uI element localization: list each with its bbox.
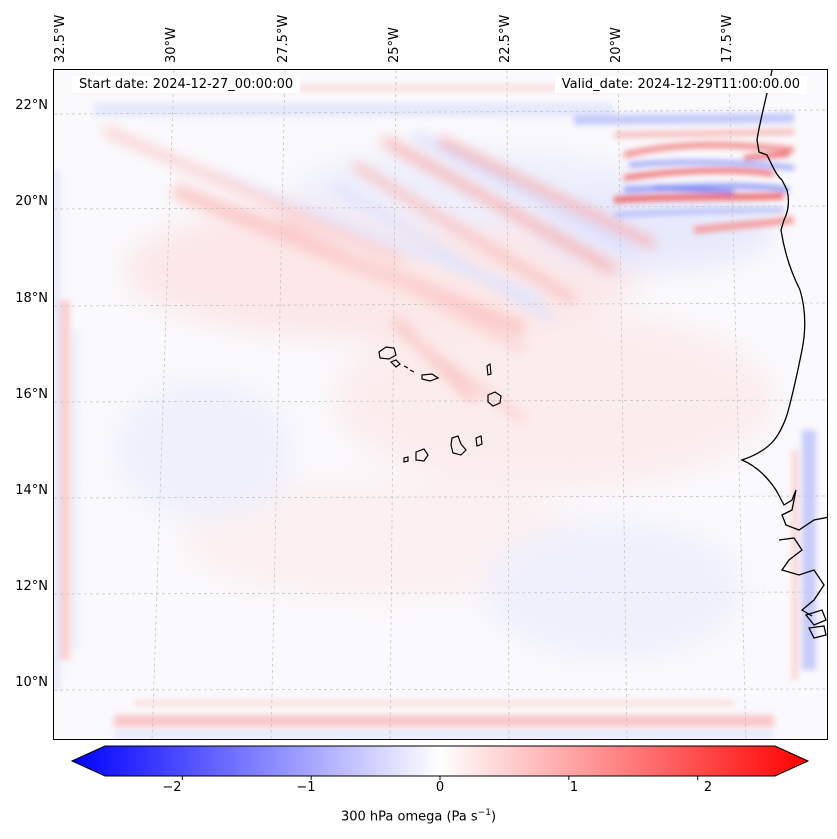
- coastline: [740, 70, 827, 639]
- lat-label-16n: 16°N: [15, 387, 48, 402]
- colorbar-tick-marks: [181, 776, 699, 780]
- valid-date-label: Valid_date: 2024-12-29T11:00:00.00: [554, 76, 807, 93]
- wave-bands: [102, 125, 656, 424]
- lat-label-14n: 14°N: [15, 483, 48, 498]
- colorbar-tick-label: −2: [162, 780, 182, 795]
- broad-field: [114, 150, 774, 660]
- lat-label-10n: 10°N: [15, 675, 48, 690]
- colorbar-tick-label: 0: [435, 780, 445, 795]
- cabo-verde-islands: [378, 346, 502, 463]
- lon-label-25w: 25°W: [387, 27, 402, 63]
- lat-label-20n: 20°N: [15, 194, 48, 209]
- colorbar-tick-label: 1: [569, 780, 579, 795]
- colorbar-tick-label: 2: [703, 780, 713, 795]
- omega-map: Start date: 2024-12-27_00:00:00 Valid_da…: [53, 69, 828, 740]
- lon-label-20w: 20°W: [609, 27, 624, 63]
- start-date-label: Start date: 2024-12-27_00:00:00: [72, 76, 301, 93]
- lon-label-30w: 30°W: [164, 27, 179, 63]
- lat-label-12n: 12°N: [15, 579, 48, 594]
- colorbar-tick-label: −1: [296, 780, 316, 795]
- lon-label-27-5w: 27.5°W: [276, 14, 291, 63]
- lat-label-22n: 22°N: [15, 98, 48, 113]
- colorbar: [70, 745, 810, 780]
- boundary-artifacts: [54, 85, 816, 738]
- lon-label-17-5w: 17.5°W: [720, 14, 735, 63]
- lon-label-32-5w: 32.5°W: [53, 14, 68, 63]
- gridlines: [54, 70, 827, 739]
- lat-label-18n: 18°N: [15, 291, 48, 306]
- omega-field: [54, 70, 827, 739]
- colorbar-title: 300 hPa omega (Pa s−1): [340, 808, 497, 825]
- lon-label-22-5w: 22.5°W: [498, 14, 513, 63]
- ne-oscillations: [94, 103, 795, 234]
- colorbar-gradient: [70, 745, 810, 777]
